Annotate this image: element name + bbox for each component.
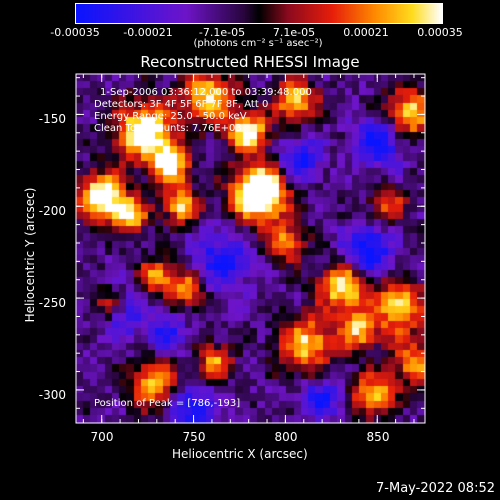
chart-title: Reconstructed RHESSI Image — [140, 53, 360, 71]
annotation-clean: Clean Total counts: 7.76E+03 — [94, 123, 242, 134]
footer-timestamp: 7-May-2022 08:52 — [376, 481, 495, 496]
y-tick-label: -150 — [38, 112, 66, 126]
x-tick-label: 750 — [182, 430, 206, 444]
colorbar-tick: -0.00021 — [123, 26, 173, 39]
annotation-peak: Position of Peak = [786,-193] — [94, 398, 241, 409]
annotation-time-range: 1-Sep-2006 03:36:12.000 to 03:39:48.000 — [100, 87, 312, 98]
x-tick-label: 700 — [90, 430, 114, 444]
colorbar-tick: 0.00035 — [417, 26, 463, 39]
y-tick-label: -300 — [38, 388, 66, 402]
x-tick-label: 800 — [274, 430, 298, 444]
colorbar-tick: 7.1e-05 — [272, 26, 316, 39]
y-axis-label: Heliocentric Y (arcsec) — [23, 187, 37, 323]
annotation-energy: Energy Range: 25.0 - 50.0 keV — [94, 111, 247, 122]
x-axis-label: Heliocentric X (arcsec) — [172, 447, 308, 461]
y-tick-label: -200 — [38, 204, 66, 218]
annotation-detectors: Detectors: 3F 4F 5F 6F 7F 8F, Att 0 — [94, 99, 269, 110]
colorbar-units: (photons cm⁻² s⁻¹ asec⁻²) — [193, 38, 323, 49]
colorbar-tick: 0.00021 — [343, 26, 389, 39]
colorbar-tick: -0.00035 — [50, 26, 100, 39]
colorbar — [75, 3, 443, 24]
x-tick-label: 850 — [366, 430, 390, 444]
colorbar-tick: -7.1e-05 — [198, 26, 246, 39]
y-tick-label: -250 — [38, 296, 66, 310]
